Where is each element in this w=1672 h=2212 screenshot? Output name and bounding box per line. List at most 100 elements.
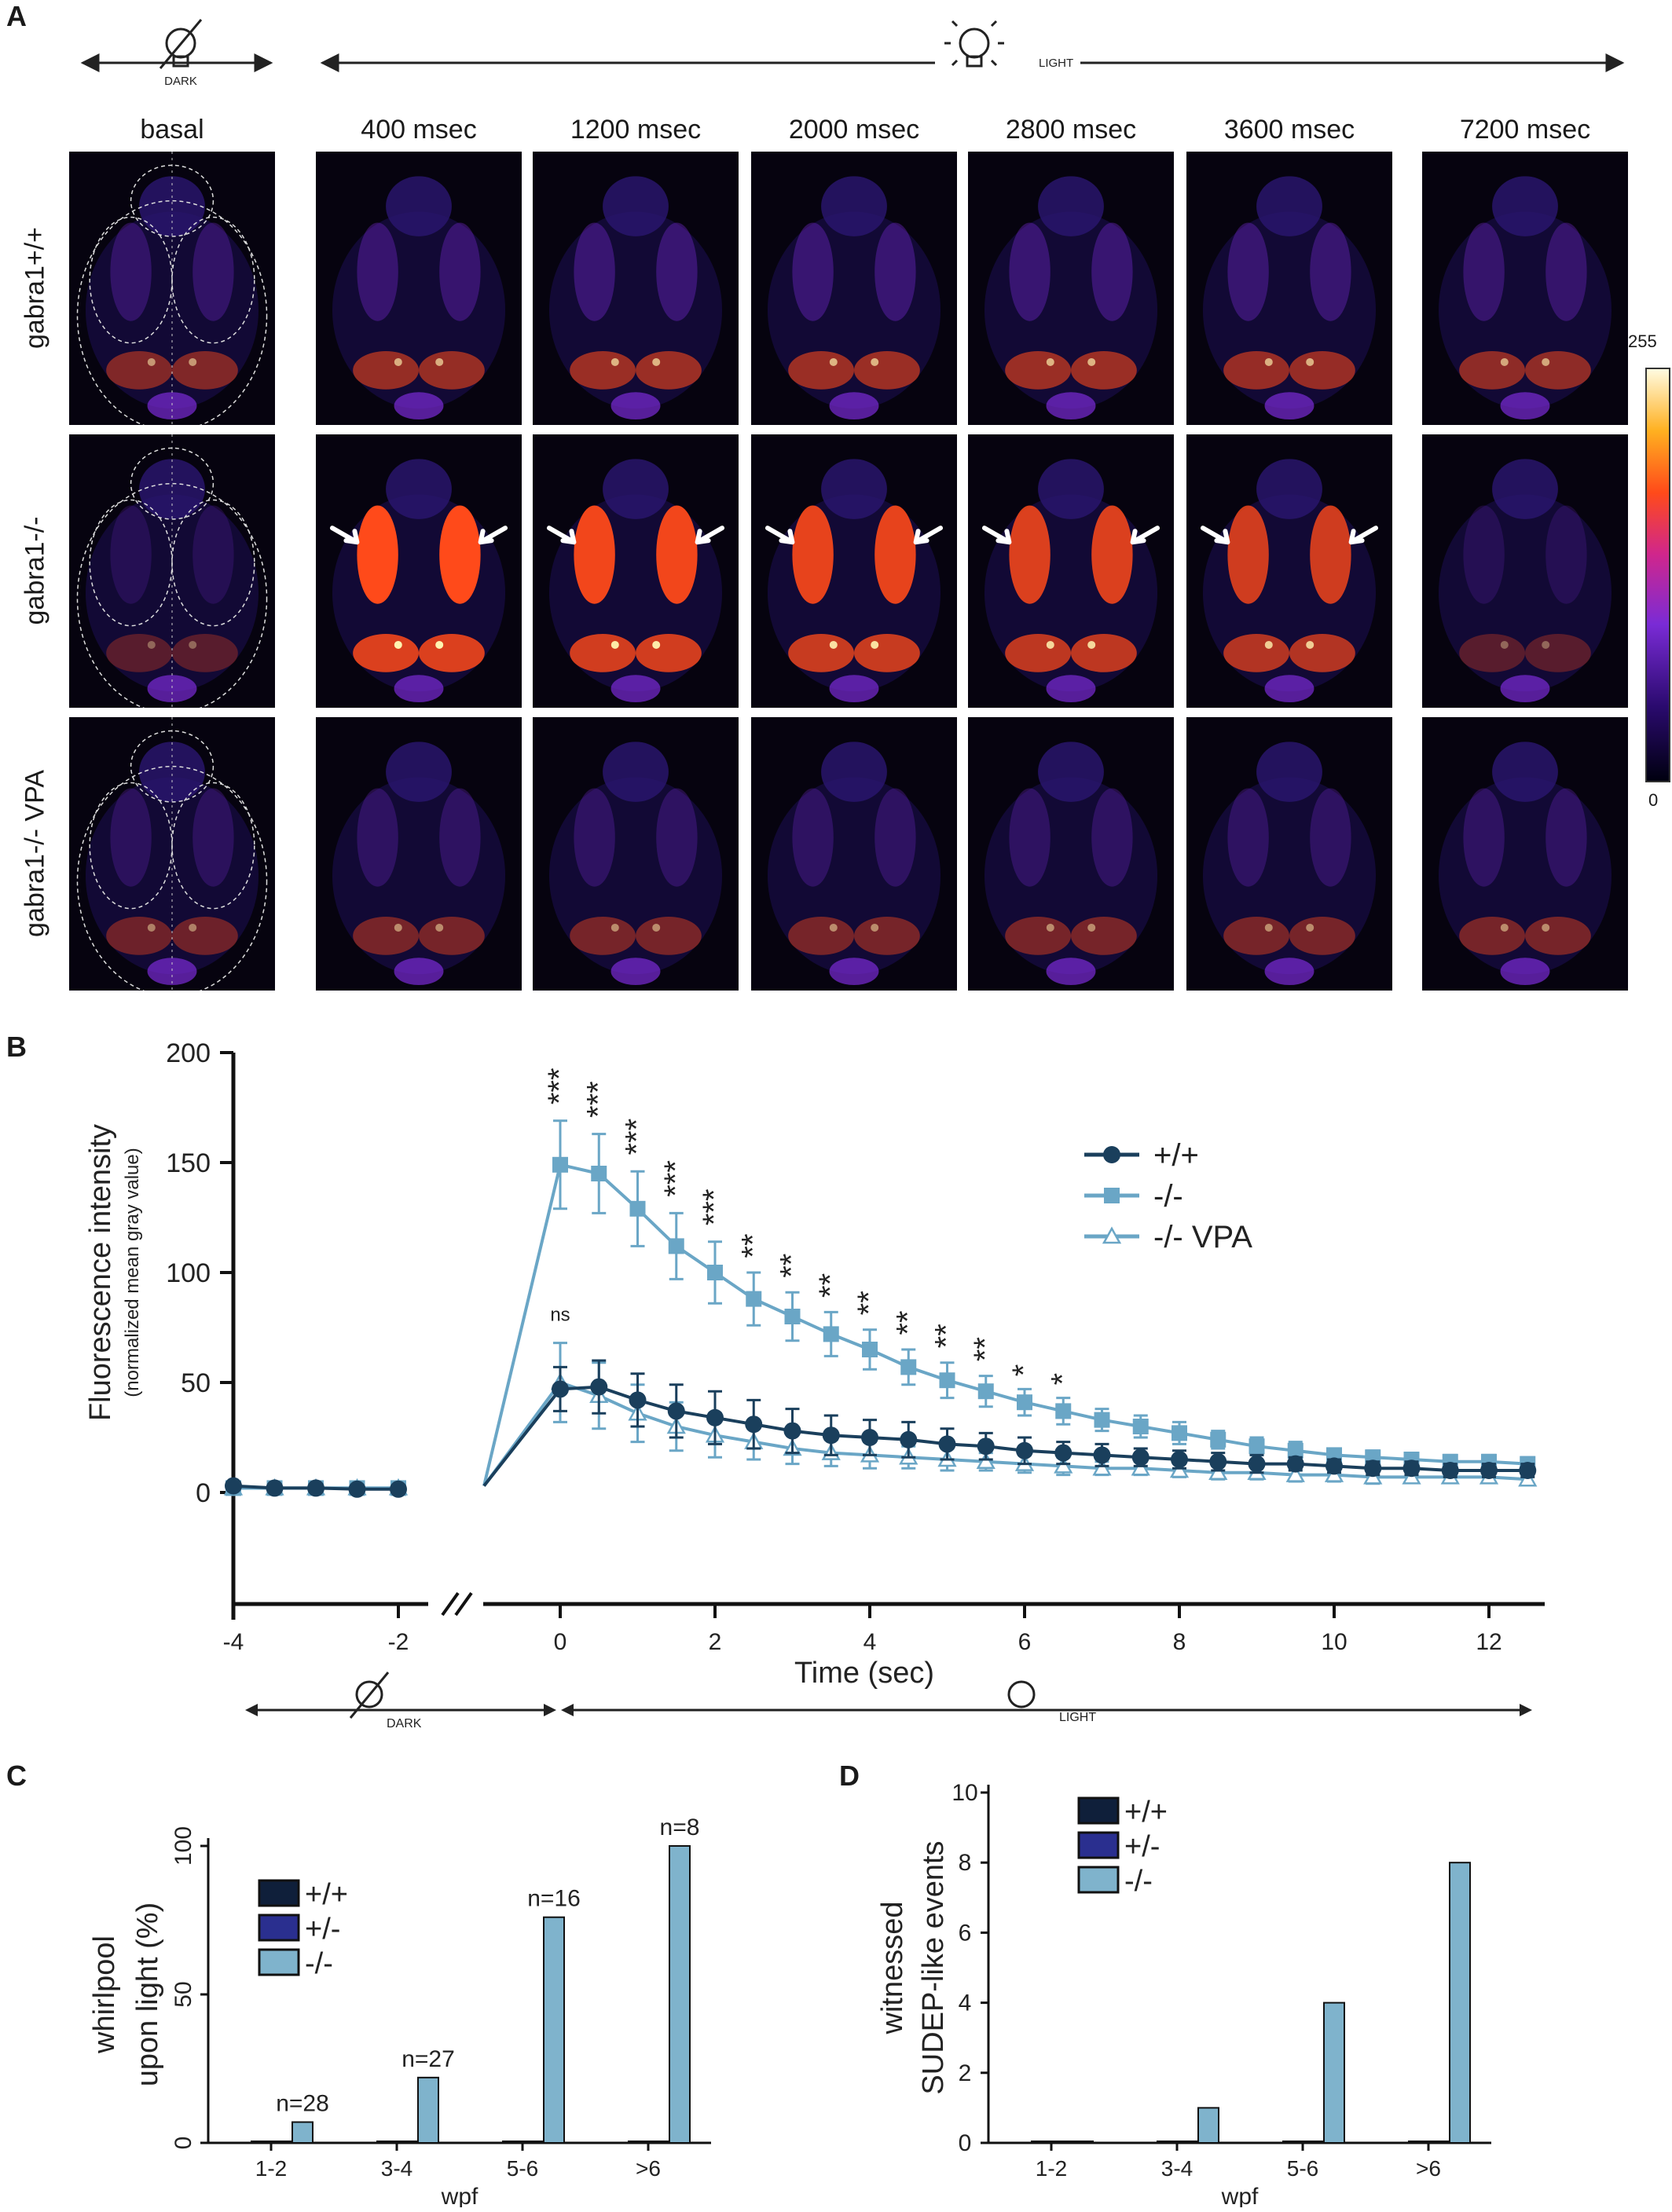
significance-label: ** xyxy=(968,1337,1003,1361)
hotspot xyxy=(652,923,661,932)
bulb-on-icon xyxy=(944,20,1004,68)
head-region xyxy=(1438,494,1612,692)
hotspot xyxy=(435,923,444,932)
cerebellum-right xyxy=(1525,351,1591,390)
legend-label: +/- xyxy=(305,1913,340,1946)
y-tick-label: 100 xyxy=(166,1258,211,1288)
x-tick-label: 10 xyxy=(1321,1629,1347,1655)
cerebellum-right xyxy=(636,634,702,672)
tectum-right xyxy=(439,505,481,604)
hotspot xyxy=(829,357,838,366)
hotspot xyxy=(610,923,619,932)
y-tick-label: 0 xyxy=(196,1478,211,1508)
bar xyxy=(1303,2141,1325,2144)
bar xyxy=(376,2141,398,2144)
brain-image-drawing xyxy=(984,176,1158,420)
spinal-region xyxy=(394,675,444,703)
legend-swatch xyxy=(1077,1796,1120,1825)
brain-image-r0-c0 xyxy=(69,152,275,425)
cerebellum-right xyxy=(1071,634,1137,672)
cerebellum-left xyxy=(788,917,854,955)
data-point xyxy=(783,1422,801,1440)
spinal-region xyxy=(1046,958,1096,986)
cerebellum-left xyxy=(1005,351,1071,390)
tectum-right xyxy=(192,505,234,604)
tectum-left xyxy=(574,505,615,604)
data-point xyxy=(1131,1458,1150,1476)
brain-image-r1-c4 xyxy=(968,434,1174,708)
bar xyxy=(1428,2141,1450,2144)
cerebellum-left xyxy=(353,351,419,390)
hotspot xyxy=(1046,357,1054,366)
brain-image-r1-c5 xyxy=(1186,434,1392,708)
brain-image-drawing xyxy=(546,459,725,703)
forebrain-region xyxy=(1256,176,1322,236)
bulb-on-icon xyxy=(1007,1680,1036,1708)
tectum-left xyxy=(1463,788,1505,887)
x-tick-label: 3-4 xyxy=(1161,2156,1193,2181)
hotspot xyxy=(1542,640,1550,649)
data-point xyxy=(1171,1451,1188,1468)
panel-b-line-chart: 0 50 100 150 200 -4 -2 0 2 4 6 8 10 12 Time (sec) Fluor… xyxy=(84,1038,1545,1730)
brain-image-drawing xyxy=(329,459,508,703)
cerebellum-right xyxy=(1525,917,1591,955)
head-region xyxy=(332,777,506,975)
head-region xyxy=(984,777,1158,975)
tectum-right xyxy=(192,788,234,887)
arrow-icon xyxy=(764,526,795,545)
bar xyxy=(648,2141,670,2144)
data-point xyxy=(1210,1431,1226,1448)
panel-c-bar-chart: 0 50 100 1-2 n=28 3-4 n=27 5-6 n=16 >6 n=8 wpf whirl… xyxy=(88,1815,711,2207)
data-point xyxy=(1287,1442,1304,1459)
hotspot xyxy=(1264,640,1273,649)
legend-label: +/+ xyxy=(1124,1796,1168,1829)
cerebellum-left xyxy=(1005,634,1071,672)
brain-image-r2-c1 xyxy=(316,717,522,991)
significance-label: ** xyxy=(930,1324,964,1348)
colorbar-max-label: 255 xyxy=(1628,331,1657,351)
hotspot xyxy=(1500,640,1509,649)
brain-image-drawing xyxy=(1202,176,1377,420)
brain-image-drawing xyxy=(548,742,723,986)
colorbar xyxy=(1645,368,1670,782)
tectum-left xyxy=(110,505,152,604)
spinal-region xyxy=(1264,958,1314,986)
y-tick-label: 4 xyxy=(959,1990,972,2016)
forebrain-region xyxy=(1492,742,1558,802)
hotspot xyxy=(610,640,619,649)
hotspot xyxy=(147,357,156,366)
hotspot xyxy=(652,357,661,366)
bar xyxy=(1408,2141,1430,2144)
arrowhead xyxy=(561,1704,574,1716)
data-point xyxy=(552,1156,568,1173)
brain-image-r2-c2 xyxy=(533,717,739,991)
x-tick-label: 12 xyxy=(1476,1629,1502,1655)
brain-image-r1-c3 xyxy=(751,434,957,708)
hotspot xyxy=(189,357,197,366)
bulb-off-icon xyxy=(159,19,203,69)
x-axis-title: wpf xyxy=(1221,2184,1259,2207)
legend-marker xyxy=(1104,1188,1120,1203)
hotspot xyxy=(1264,357,1273,366)
tectum-right xyxy=(1546,505,1587,604)
forebrain-region xyxy=(1256,459,1322,519)
tectum-left xyxy=(574,222,615,321)
x-tick-label: 6 xyxy=(1018,1629,1032,1655)
legend-swatch xyxy=(1077,1866,1120,1894)
significance-label: *** xyxy=(620,1119,654,1155)
hotspot xyxy=(1087,923,1096,932)
hotspot xyxy=(1542,357,1550,366)
x-axis-title: Time (sec) xyxy=(794,1657,934,1690)
bulb-off-icon xyxy=(355,1680,383,1708)
legend-swatch xyxy=(258,1914,300,1942)
cerebellum-right xyxy=(1071,351,1137,390)
brain-image-drawing xyxy=(764,459,944,703)
data-point xyxy=(1441,1462,1459,1479)
x-tick-label: >6 xyxy=(1416,2156,1441,2181)
tectum-left xyxy=(1463,222,1505,321)
legend-label: +/+ xyxy=(305,1878,348,1911)
cerebellum-left xyxy=(106,634,172,672)
spinal-region xyxy=(1264,392,1314,420)
tectum-left xyxy=(1009,788,1050,887)
cerebellum-left xyxy=(1005,917,1071,955)
